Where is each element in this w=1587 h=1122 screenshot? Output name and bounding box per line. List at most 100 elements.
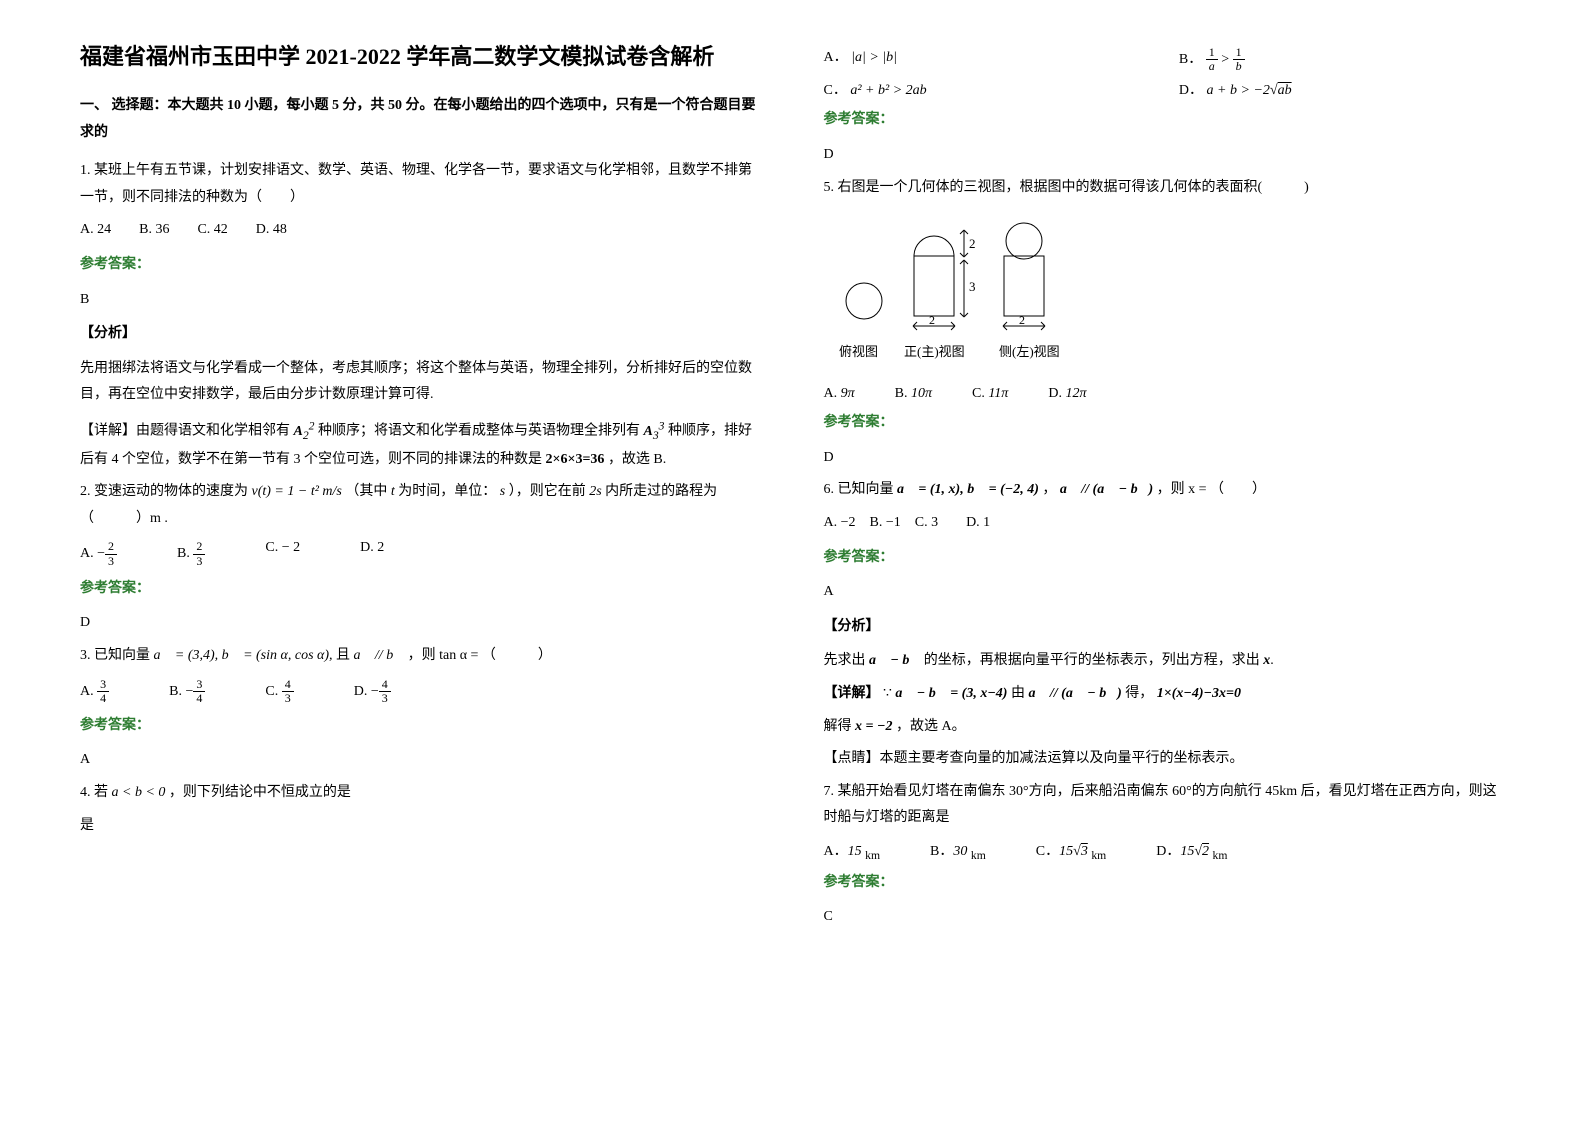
q5-opt-a: A. 9π xyxy=(824,386,855,402)
q6-options: A. −2 B. −1 C. 3 D. 1 xyxy=(824,510,1508,537)
q6-solve: 解得 x = −2 ，故选 A。 xyxy=(824,714,1508,741)
q5-optd-val: 12π xyxy=(1065,386,1086,401)
q6-detail-end: 得， xyxy=(1125,686,1153,701)
section-1-heading: 一、 选择题：本大题共 10 小题，每小题 5 分，共 50 分。在每小题给出的… xyxy=(80,93,764,146)
q5-label-a: A. xyxy=(824,386,838,401)
q3-text: 3. 已知向量 a⃗ = (3,4), b⃗ = (sin α, cos α),… xyxy=(80,643,764,670)
q2-text-mid3: ），则它在前 xyxy=(509,484,586,499)
q7-answer: C xyxy=(824,904,1508,931)
q4-opta-expr: |a| > |b| xyxy=(851,50,897,65)
q1-detail-pre: 【详解】由题得语文和化学相邻有 xyxy=(80,424,290,439)
q3-opt-c: C. 43 xyxy=(265,678,293,705)
q7-optc-unit: km xyxy=(1091,849,1106,862)
dim-w1-label: 2 xyxy=(929,313,935,327)
q4-optb-gt: > xyxy=(1221,52,1232,67)
q6-analysis: 先求出 a⃗ − b⃗ 的坐标，再根据向量平行的坐标表示，列出方程，求出 x. xyxy=(824,648,1508,675)
q5-options: A. 9π B. 10π C. 11π D. 12π xyxy=(824,386,1508,402)
q7-opt-b: B．30 km xyxy=(930,840,986,862)
q4-is: 是 xyxy=(80,813,764,840)
q4-optc-expr: a² + b² > 2ab xyxy=(850,83,926,98)
q7-opt-d: D．15√2 km xyxy=(1156,840,1227,862)
q3-optd-pre: − xyxy=(371,683,379,698)
q2-text-mid: （其中 xyxy=(345,484,387,499)
right-column: A． |a| > |b| B． 1a > 1b C． a² + b² > 2ab… xyxy=(824,40,1508,937)
q2-s-unit: s xyxy=(500,484,505,499)
q6-solve-eq: x = −2 xyxy=(855,719,892,734)
q4-opt-c: C． a² + b² > 2ab xyxy=(824,79,1152,99)
q6-a-minus-b-icon: a⃗ − b⃗ xyxy=(869,653,920,668)
q4-options-row2: C． a² + b² > 2ab D． a + b > −2√ab xyxy=(824,79,1508,99)
q1-detail-eq: 2×6×3=36 xyxy=(546,452,605,467)
q7-opta-unit: km xyxy=(865,849,880,862)
q7-label-a: A． xyxy=(824,844,848,859)
three-view-diagram: 2 3 2 2 xyxy=(824,211,1508,376)
q3-optc-num: 4 xyxy=(282,678,294,692)
q3-label-a: A. xyxy=(80,683,94,698)
q2-text: 2. 变速运动的物体的速度为 v(t) = 1 − t² m/s （其中 t 为… xyxy=(80,479,764,532)
q3-optd-num: 4 xyxy=(379,678,391,692)
q6-detail-eq2: 1×(x−4)−3x=0 xyxy=(1157,686,1241,701)
q4-label-c: C． xyxy=(824,83,847,98)
q7-optc-val: 15√3 xyxy=(1059,844,1088,859)
q4-label-b: B． xyxy=(1179,52,1202,67)
q2-optb-den: 3 xyxy=(193,555,205,568)
caption-top-view: 俯视图 xyxy=(839,344,878,359)
q5-opt-c: C. 11π xyxy=(972,386,1008,402)
q6-a-eq: = (1, x), xyxy=(915,482,967,497)
q3-optb-pre: − xyxy=(185,683,193,698)
q3-opt-d: D. −43 xyxy=(354,678,391,705)
q2-opta-den: 3 xyxy=(105,555,117,568)
q3-parallel-icon: a⃗ // b⃗ xyxy=(354,648,405,663)
q6-detail-parallel-icon: a⃗ // (a⃗ − b⃗) xyxy=(1028,686,1121,701)
q7-optb-val: 30 xyxy=(953,844,967,859)
q5-label-c: C. xyxy=(972,386,985,401)
q4-cond: a < b < 0 xyxy=(112,785,166,800)
q3-optc-den: 3 xyxy=(282,692,294,705)
q3-a-eq: = (3,4), xyxy=(175,648,222,663)
q4-optb-num2: 1 xyxy=(1233,46,1245,60)
q2-text-pre: 2. 变速运动的物体的速度为 xyxy=(80,484,248,499)
q6-solve-end: ，故选 A。 xyxy=(896,719,966,734)
q4-optb-den2: b xyxy=(1233,60,1245,73)
q5-answer-label: 参考答案： xyxy=(824,410,1508,437)
q3-label-c: C. xyxy=(265,683,278,698)
q4-text-pre: 4. 若 xyxy=(80,785,108,800)
q6-detail: 【详解】 ∵ a⃗ − b⃗ = (3, x−4) 由 a⃗ // (a⃗ − … xyxy=(824,681,1508,708)
q1-detail: 【详解】由题得语文和化学相邻有 A22 种顺序；将语文和化学看成整体与英语物理全… xyxy=(80,415,764,473)
q3-options: A. 34 B. −34 C. 43 D. −43 xyxy=(80,678,764,705)
q5-opt-d: D. 12π xyxy=(1048,386,1086,402)
q6-answer: A xyxy=(824,579,1508,606)
q4-text-end: ，则下列结论中不恒成立的是 xyxy=(169,785,351,800)
q6-vec-b-icon: b⃗ xyxy=(967,482,985,497)
q3-text-pre: 3. 已知向量 xyxy=(80,648,150,663)
q5-opt-b: B. 10π xyxy=(895,386,932,402)
q2-opt-d: D. 2 xyxy=(360,540,384,567)
q3-optd-den: 3 xyxy=(379,692,391,705)
q1-answer-label: 参考答案： xyxy=(80,252,764,279)
q6-detail-eq1: = (3, x−4) xyxy=(947,686,1008,701)
q4-label-a: A． xyxy=(824,50,848,65)
q6-b-eq: = (−2, 4) xyxy=(985,482,1039,497)
q3-opta-den: 4 xyxy=(97,692,109,705)
q7-optb-unit: km xyxy=(971,849,986,862)
q7-options: A．15 km B．30 km C．15√3 km D．15√2 km xyxy=(824,840,1508,862)
q4-answer: D xyxy=(824,142,1508,169)
q4-options-row1: A． |a| > |b| B． 1a > 1b xyxy=(824,46,1508,73)
q6-point: 【点睛】本题主要考查向量的加减法运算以及向量平行的坐标表示。 xyxy=(824,746,1508,773)
q7-label-b: B． xyxy=(930,844,953,859)
q7-optd-val: 15√2 xyxy=(1180,844,1209,859)
q2-t-var: t xyxy=(391,484,395,499)
q2-label-a: A. xyxy=(80,546,94,561)
q3-optb-num: 3 xyxy=(193,678,205,692)
q2-2s: 2s xyxy=(589,484,601,499)
q7-opta-val: 15 xyxy=(848,844,862,859)
q6-answer-label: 参考答案： xyxy=(824,545,1508,572)
q7-label-d: D． xyxy=(1156,844,1180,859)
q6-vec-a-icon: a⃗ xyxy=(897,482,915,497)
q5-opta-val: 9π xyxy=(841,386,855,401)
q4-optb-num1: 1 xyxy=(1206,46,1218,60)
q5-answer: D xyxy=(824,445,1508,472)
q2-opta-num: 2 xyxy=(105,540,117,554)
q4-opt-d: D． a + b > −2√ab xyxy=(1179,79,1507,99)
q7-opt-c: C．15√3 km xyxy=(1036,840,1106,862)
